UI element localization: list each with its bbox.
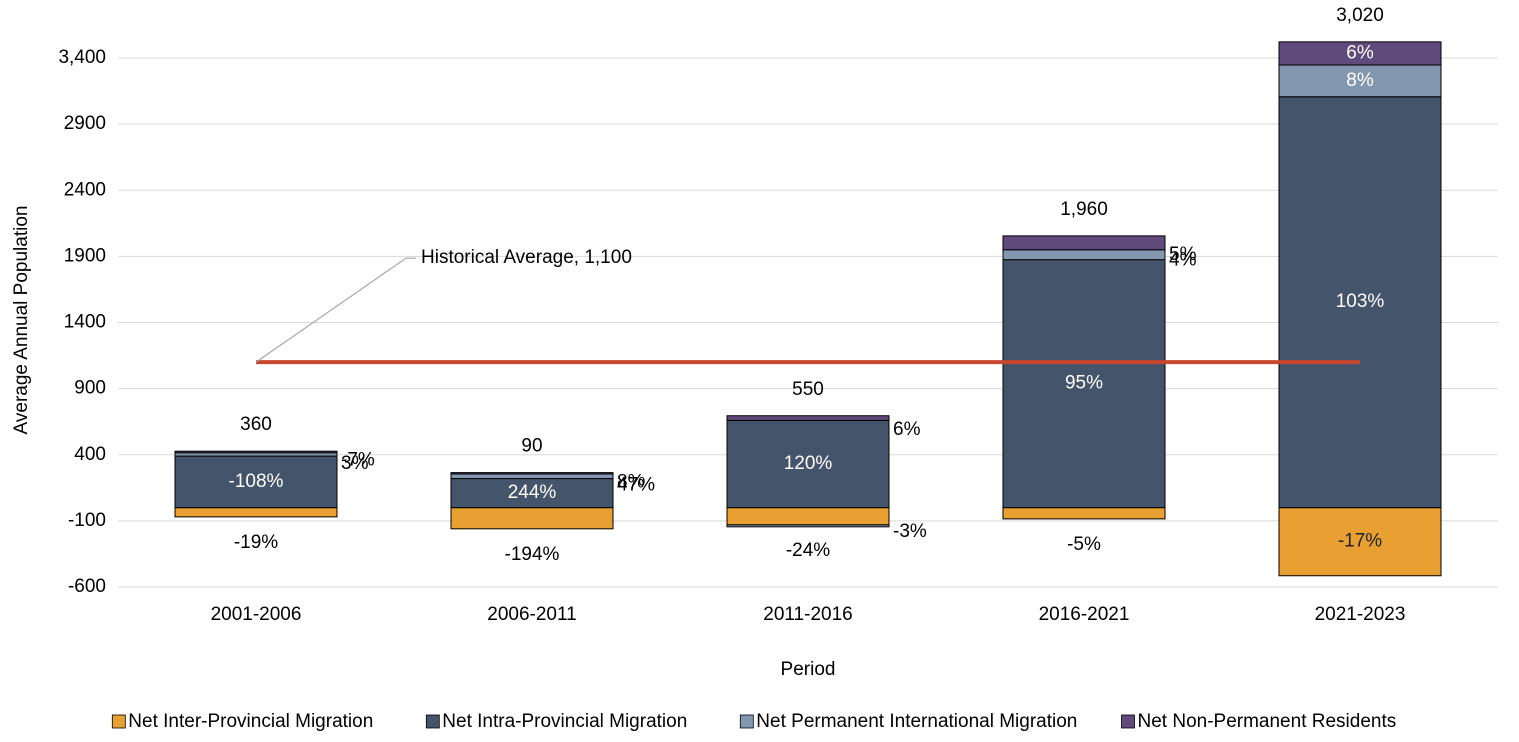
legend-swatch [425, 714, 440, 729]
bar-segment [1002, 507, 1166, 520]
legend-label: Net Permanent International Migration [756, 711, 1077, 732]
leader-line [255, 257, 416, 363]
bar-segment [1002, 235, 1166, 251]
data-label: 120% [784, 453, 833, 474]
legend-swatch [739, 714, 754, 729]
bar-segment [1278, 64, 1442, 98]
data-label: -108% [229, 471, 284, 492]
bar-segment [174, 455, 338, 509]
data-label: 6% [893, 419, 921, 440]
data-label: 4% [1169, 250, 1197, 271]
data-label: 103% [1336, 291, 1385, 312]
y-tick-label: 2900 [64, 113, 106, 134]
y-tick-label: 1900 [64, 245, 106, 266]
y-tick-label: 3,400 [58, 47, 106, 68]
bar-segment [726, 524, 890, 528]
y-tick-label: -600 [68, 576, 106, 597]
legend-label: Net Non-Permanent Residents [1138, 711, 1397, 732]
legend-swatch [111, 714, 126, 729]
legend-label: Net Intra-Provincial Migration [442, 711, 687, 732]
x-tick-label: 2021-2023 [1315, 604, 1406, 625]
legend-label: Net Inter-Provincial Migration [128, 711, 373, 732]
x-tick-label: 2016-2021 [1039, 604, 1130, 625]
bar-segment [450, 507, 614, 530]
x-tick-label: 2001-2006 [211, 604, 302, 625]
legend-swatch [1121, 714, 1135, 729]
total-label: 3,020 [1336, 5, 1384, 26]
total-label: 550 [792, 379, 824, 400]
bar-segment [1278, 96, 1442, 509]
bar-segment [726, 419, 890, 509]
bar-segment [450, 478, 614, 509]
data-label: 5% [1169, 244, 1197, 265]
bar-segment [1278, 507, 1442, 577]
bar-segment [1278, 41, 1442, 66]
data-label: -7% [341, 449, 375, 470]
y-tick-label: 900 [74, 378, 106, 399]
bar-segment [174, 507, 338, 518]
y-tick-label: 400 [74, 444, 106, 465]
data-label: -3% [893, 521, 927, 542]
x-tick-label: 2006-2011 [487, 604, 576, 625]
total-label: 1,960 [1060, 199, 1108, 220]
data-label: 8% [1346, 70, 1374, 91]
y-tick-label: 2400 [64, 179, 106, 200]
x-axis-title: Period [781, 659, 836, 680]
bar-segment [726, 507, 890, 526]
data-label: -24% [786, 540, 830, 561]
data-label: 8% [617, 471, 645, 492]
bar-segment [450, 473, 614, 480]
data-label: 244% [508, 482, 557, 503]
data-label: -19% [234, 532, 278, 553]
reference-label: Historical Average, 1,100 [421, 247, 632, 268]
bar-segment [1002, 249, 1166, 261]
total-label: 360 [240, 414, 272, 435]
bar-segment [726, 415, 890, 421]
bar-segment [1002, 259, 1166, 509]
data-label: -5% [1067, 534, 1101, 555]
y-tick-label: -100 [68, 510, 106, 531]
data-label: 6% [1346, 42, 1374, 63]
bar-segment [174, 450, 338, 454]
data-label: 47% [617, 474, 655, 495]
y-tick-label: 1400 [64, 312, 106, 333]
data-label: -194% [505, 544, 560, 565]
x-tick-label: 2011-2016 [763, 604, 852, 625]
total-label: 90 [521, 436, 542, 457]
bar-segment [450, 472, 614, 475]
y-axis-title: Average Annual Population [11, 206, 32, 435]
data-label: -17% [1338, 531, 1382, 552]
data-label: 3% [341, 453, 369, 474]
data-label: 95% [1065, 373, 1103, 394]
